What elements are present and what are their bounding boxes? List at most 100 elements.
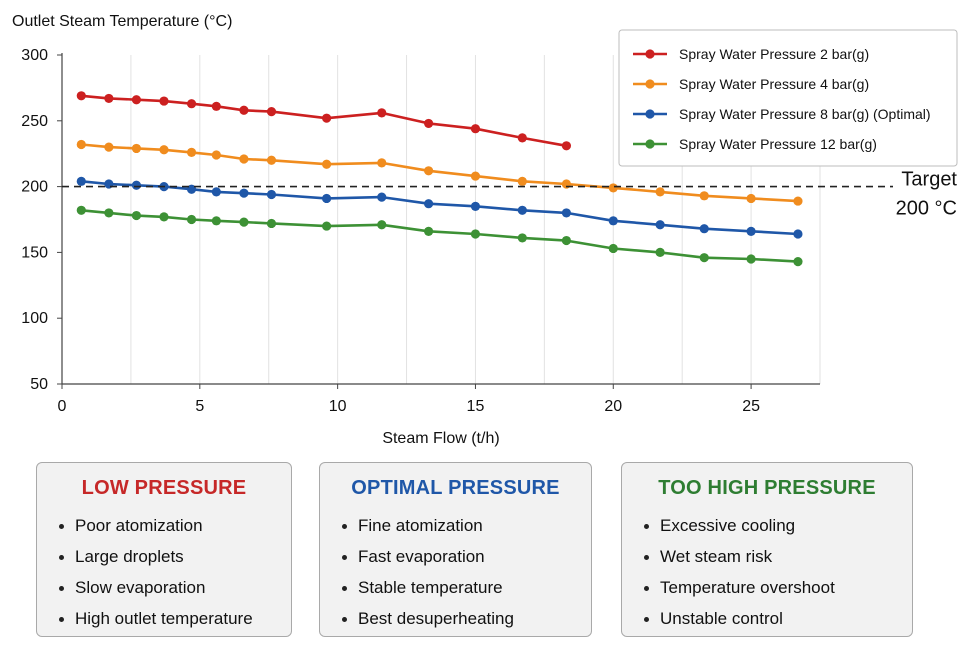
x-tick-label: 20	[604, 398, 622, 415]
data-point	[266, 106, 277, 117]
legend-swatch-marker	[645, 109, 655, 119]
data-point	[186, 147, 197, 157]
legend-swatch-marker	[645, 79, 655, 89]
data-point	[211, 187, 221, 197]
list-item: Fast evaporation	[342, 541, 591, 572]
data-point	[608, 216, 618, 226]
list-item: Stable temperature	[342, 572, 591, 603]
panel-optimal-pressure: OPTIMAL PRESSURE Fine atomization Fast e…	[319, 462, 592, 637]
data-point	[470, 229, 481, 239]
data-point	[266, 155, 277, 165]
data-point	[322, 221, 332, 231]
data-point	[793, 196, 803, 206]
chart-svg: 50 100 150 200 250 300 0 5 10 15 20 25 Outlet Steam …	[12, 13, 958, 447]
data-point	[186, 184, 197, 194]
chart-area: 50 100 150 200 250 300 0 5 10 15 20 25 Outlet Steam …	[12, 13, 958, 447]
data-point	[159, 96, 169, 106]
target-value-label: 200 °C	[896, 198, 957, 220]
legend-entry: Spray Water Pressure 4 bar(g)	[679, 76, 869, 92]
data-point	[239, 188, 249, 198]
y-tick-label: 200	[21, 179, 48, 196]
data-point	[377, 108, 387, 118]
data-point	[517, 233, 527, 243]
y-tick-label: 250	[21, 113, 48, 130]
data-point	[186, 99, 197, 109]
panel-high-title: TOO HIGH PRESSURE	[658, 477, 876, 499]
data-point	[699, 253, 709, 263]
list-item: Unstable control	[644, 603, 912, 634]
data-point	[186, 214, 197, 225]
data-point	[322, 113, 332, 123]
x-tick-label: 10	[329, 398, 347, 415]
data-point	[517, 205, 527, 215]
data-point	[104, 208, 114, 218]
data-point	[131, 180, 142, 190]
legend-entry: Spray Water Pressure 2 bar(g)	[679, 46, 869, 62]
x-tick-label: 5	[195, 398, 204, 415]
data-point	[131, 95, 142, 105]
data-point	[423, 166, 434, 176]
data-point	[470, 124, 481, 134]
data-point	[377, 158, 387, 168]
y-axis-title: Outlet Steam Temperature (°C)	[12, 13, 232, 30]
legend-swatch-marker	[645, 49, 655, 59]
list-item: High outlet temperature	[59, 603, 291, 634]
list-item: Slow evaporation	[59, 572, 291, 603]
panel-high-list: Excessive cooling Wet steam risk Tempera…	[622, 510, 912, 634]
list-item: Fine atomization	[342, 510, 591, 541]
list-item: Best desuperheating	[342, 603, 591, 634]
data-point	[76, 176, 86, 186]
data-point	[76, 205, 86, 215]
list-item: Excessive cooling	[644, 510, 912, 541]
x-axis-title: Steam Flow (t/h)	[382, 430, 499, 447]
target-label: Target	[901, 169, 957, 191]
data-point	[655, 247, 665, 257]
data-point	[239, 105, 249, 115]
legend-swatch-marker	[645, 139, 655, 149]
list-item: Temperature overshoot	[644, 572, 912, 603]
data-point	[423, 226, 434, 236]
data-point	[239, 154, 249, 164]
data-point	[159, 212, 169, 222]
data-point	[76, 139, 86, 150]
legend-entry: Spray Water Pressure 12 bar(g)	[679, 136, 877, 152]
data-point	[746, 226, 756, 236]
data-point	[608, 243, 618, 254]
x-tick-label: 15	[467, 398, 485, 415]
data-point	[322, 193, 332, 204]
data-point	[423, 199, 434, 209]
data-point	[104, 142, 114, 152]
data-point	[561, 141, 572, 151]
x-tick-label: 0	[58, 398, 67, 415]
data-point	[699, 224, 709, 234]
panel-optimal-title: OPTIMAL PRESSURE	[351, 477, 560, 499]
data-point	[322, 159, 332, 169]
panel-low-title: LOW PRESSURE	[81, 477, 247, 499]
data-point	[159, 145, 169, 155]
data-point	[746, 254, 756, 264]
data-point	[793, 229, 803, 239]
data-point	[746, 193, 756, 204]
data-point	[266, 218, 277, 229]
list-item: Poor atomization	[59, 510, 291, 541]
y-tick-label: 100	[21, 310, 48, 327]
data-point	[517, 133, 527, 143]
data-point	[561, 235, 572, 246]
panel-low-pressure: LOW PRESSURE Poor atomization Large drop…	[36, 462, 292, 637]
data-point	[517, 176, 527, 186]
data-point	[131, 143, 142, 154]
x-tick-label: 25	[742, 398, 760, 415]
y-tick-label: 300	[21, 47, 48, 64]
data-point	[104, 93, 114, 104]
data-point	[561, 208, 572, 218]
data-point	[793, 257, 803, 267]
data-point	[470, 201, 481, 211]
legend-box	[618, 29, 958, 167]
data-point	[211, 216, 221, 226]
data-point	[211, 101, 221, 111]
list-item: Wet steam risk	[644, 541, 912, 572]
data-point	[655, 220, 665, 230]
y-tick-label: 150	[21, 244, 48, 261]
legend-entry: Spray Water Pressure 8 bar(g) (Optimal)	[679, 106, 931, 122]
data-point	[377, 192, 387, 202]
